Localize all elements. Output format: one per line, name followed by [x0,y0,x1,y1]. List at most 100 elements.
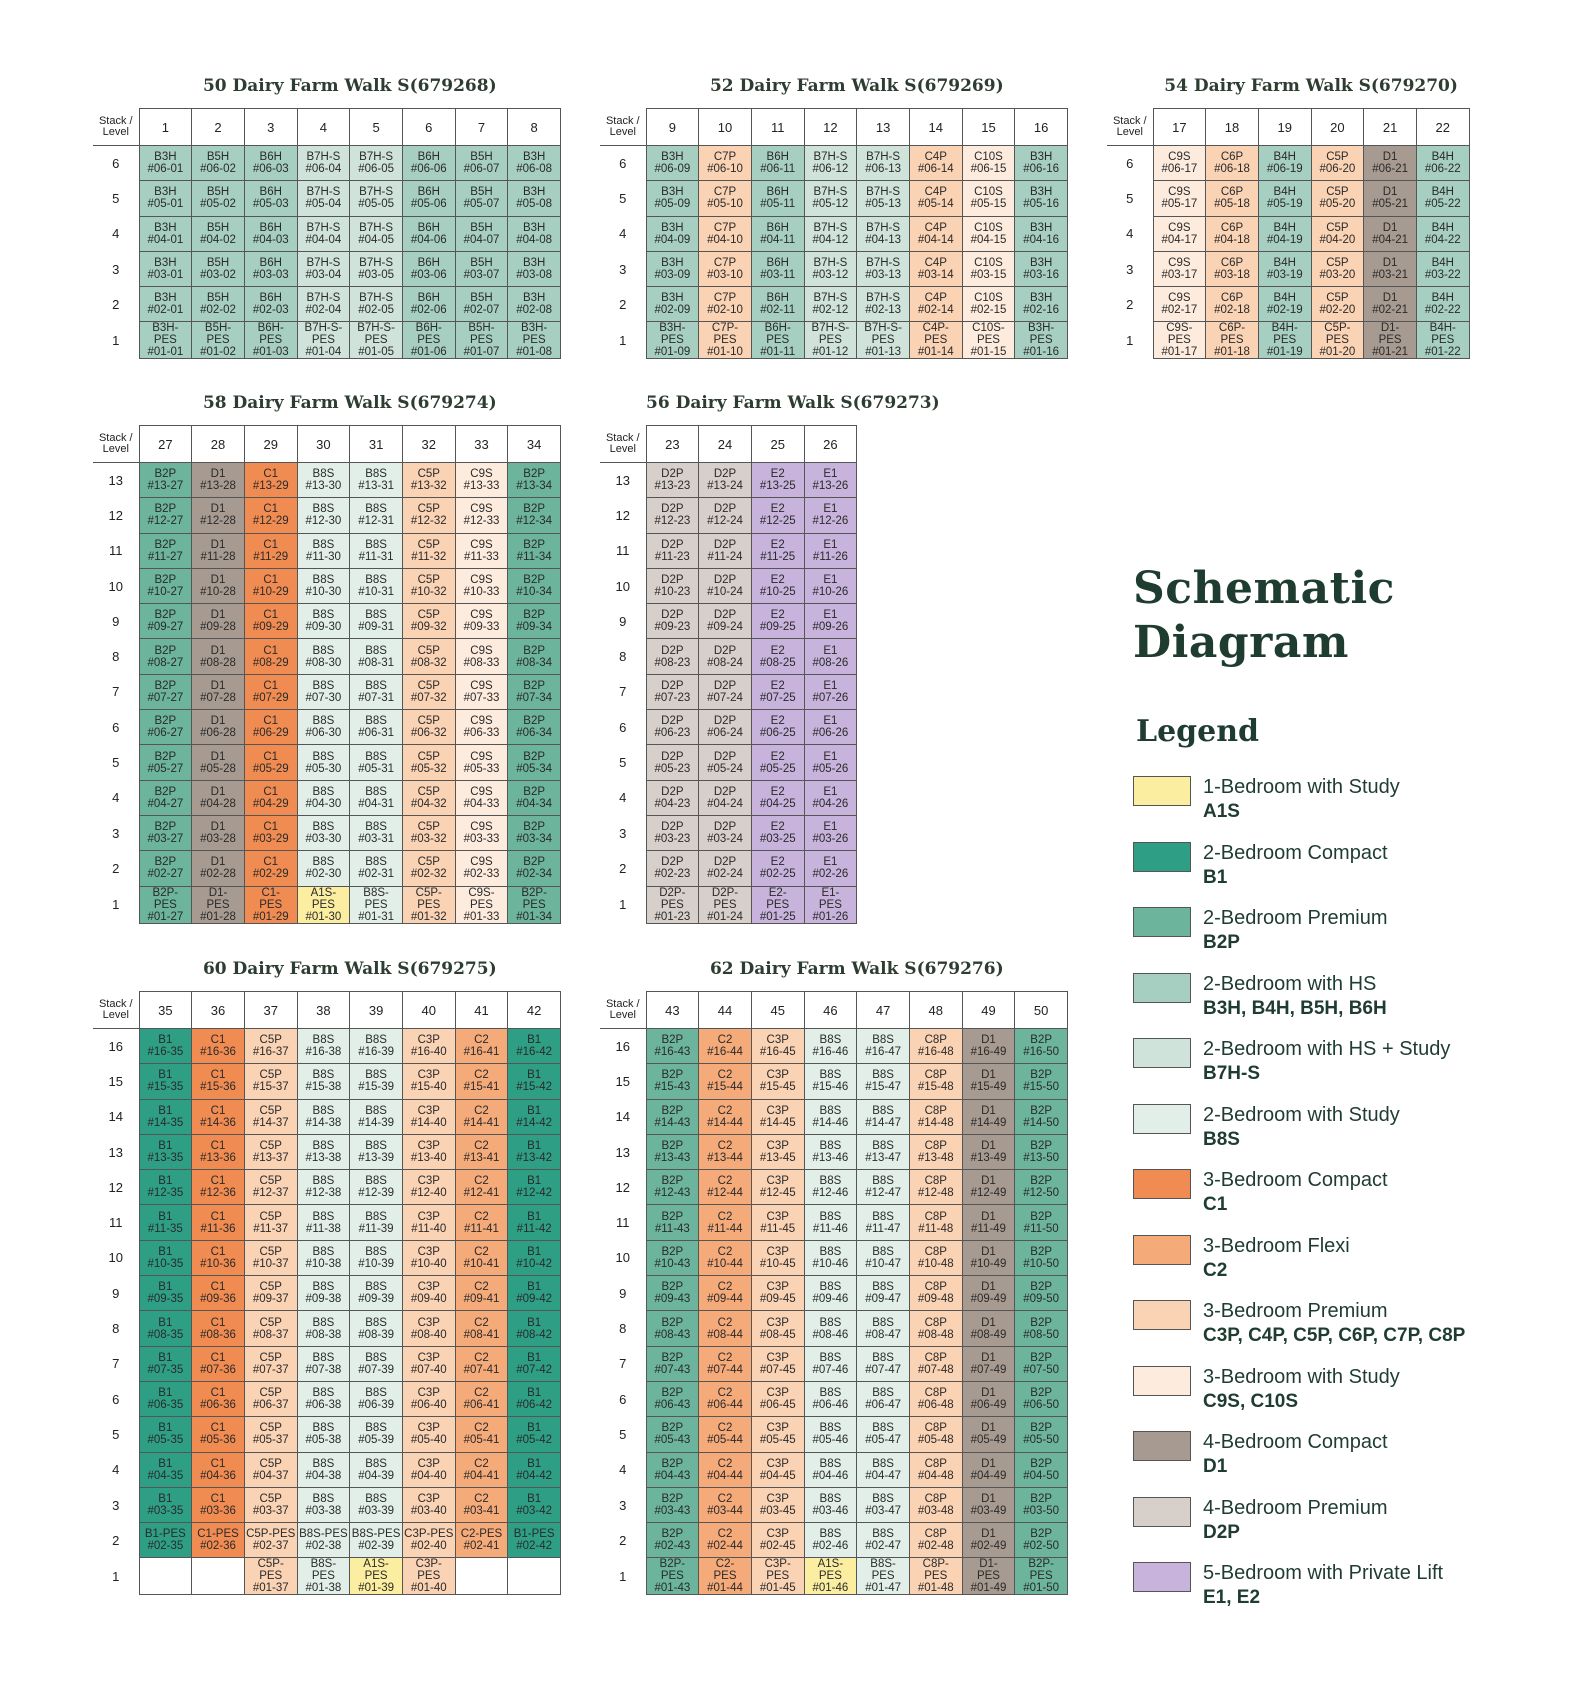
unit-cell[interactable]: C5P #14-37 [243,1098,298,1135]
unit-cell[interactable]: B2P #10-27 [138,567,193,605]
unit-cell[interactable]: B2P #09-34 [507,603,561,640]
unit-cell[interactable]: B2P #12-43 [645,1169,700,1206]
unit-cell[interactable]: C1-PES #02-36 [191,1522,245,1559]
unit-cell[interactable]: C1 #05-36 [191,1416,245,1453]
unit-cell[interactable]: D1- PES #01-28 [191,885,245,924]
unit-cell[interactable]: B6H #03-06 [401,250,456,288]
unit-cell[interactable]: B1 #11-35 [138,1204,193,1241]
unit-cell[interactable]: C2 #08-41 [454,1310,509,1347]
unit-cell[interactable]: C1 #15-36 [191,1063,245,1100]
unit-cell[interactable]: B2P #16-43 [645,1027,700,1065]
unit-cell[interactable]: B1 #15-42 [507,1063,561,1100]
unit-cell[interactable]: B2P #04-27 [138,779,193,816]
unit-cell[interactable]: C1 #11-29 [243,532,298,569]
unit-cell[interactable]: E1 #10-26 [803,567,858,605]
unit-cell[interactable]: D2P #11-23 [645,532,700,569]
unit-cell[interactable]: E2 #11-25 [750,532,805,569]
unit-cell[interactable]: B1 #13-35 [138,1133,193,1171]
unit-cell[interactable]: C2 #15-44 [698,1063,752,1100]
unit-cell[interactable]: B8S #13-39 [349,1133,403,1171]
unit-cell[interactable]: B8S #08-47 [856,1310,910,1347]
unit-cell[interactable]: B7H-S #05-05 [349,180,403,217]
unit-cell[interactable]: D1 #12-49 [961,1169,1016,1206]
unit-cell[interactable]: B3H #05-09 [645,180,700,217]
unit-cell[interactable]: D2P #11-24 [698,532,752,569]
unit-cell[interactable]: B8S #08-39 [349,1310,403,1347]
unit-cell[interactable]: B2P #04-34 [507,779,561,816]
unit-cell[interactable]: B2P #13-27 [138,461,193,499]
unit-cell[interactable]: B8S #13-47 [856,1133,910,1171]
unit-cell[interactable]: B5H #06-07 [454,144,509,182]
unit-cell[interactable]: C2 #03-41 [454,1486,509,1524]
unit-cell[interactable]: C9S #06-17 [1152,144,1207,182]
unit-cell[interactable]: B1 #15-35 [138,1063,193,1100]
unit-cell[interactable]: D1 #13-49 [961,1133,1016,1171]
unit-cell[interactable]: C5P #04-37 [243,1451,298,1488]
unit-cell[interactable]: D1 #04-28 [191,779,245,816]
unit-cell[interactable]: C3P-PES #02-40 [401,1522,456,1559]
unit-cell[interactable]: C5P #03-37 [243,1486,298,1524]
unit-cell[interactable]: B8S #09-47 [856,1275,910,1312]
unit-cell[interactable]: B3H #03-08 [507,250,561,288]
unit-cell[interactable]: C2 #10-44 [698,1239,752,1277]
unit-cell[interactable]: C1 #10-36 [191,1239,245,1277]
unit-cell[interactable]: D1 #09-49 [961,1275,1016,1312]
unit-cell[interactable]: B8S #16-38 [296,1027,351,1065]
unit-cell[interactable]: C3P #06-40 [401,1380,456,1418]
unit-cell[interactable]: B8S #03-46 [803,1486,858,1524]
unit-cell[interactable]: C4P #02-14 [908,286,963,323]
unit-cell[interactable]: C3P #11-45 [750,1204,805,1241]
unit-cell[interactable]: D2P #10-24 [698,567,752,605]
unit-cell[interactable]: B2P #06-50 [1014,1380,1068,1418]
unit-cell[interactable]: B6H #06-06 [401,144,456,182]
unit-cell[interactable]: B3H #03-09 [645,250,700,288]
unit-cell[interactable]: B7H-S #05-12 [803,180,858,217]
unit-cell[interactable]: B8S #02-30 [296,850,351,887]
unit-cell[interactable]: B8S-PES #02-39 [349,1522,403,1559]
unit-cell[interactable]: B3H #05-08 [507,180,561,217]
unit-cell[interactable]: B5H #03-02 [191,250,245,288]
unit-cell[interactable]: B7H-S #02-13 [856,286,910,323]
unit-cell[interactable]: B3H #04-16 [1014,215,1068,252]
unit-cell[interactable]: C7P #02-10 [698,286,752,323]
unit-cell[interactable]: C5P #04-32 [401,779,456,816]
unit-cell[interactable]: B8S #05-47 [856,1416,910,1453]
unit-cell[interactable]: B2P #15-43 [645,1063,700,1100]
unit-cell[interactable]: B8S- PES #01-38 [296,1557,351,1596]
unit-cell[interactable]: C1 #06-36 [191,1380,245,1418]
unit-cell[interactable]: C5P-PES #02-37 [243,1522,298,1559]
unit-cell[interactable]: C10S #05-15 [961,180,1016,217]
unit-cell[interactable]: B6H- PES #01-03 [243,321,298,360]
unit-cell[interactable]: C3P #10-45 [750,1239,805,1277]
unit-cell[interactable]: C4P #04-14 [908,215,963,252]
unit-cell[interactable]: C8P #15-48 [908,1063,963,1100]
unit-cell[interactable]: D1 #10-49 [961,1239,1016,1277]
unit-cell[interactable]: B8S #16-47 [856,1027,910,1065]
unit-cell[interactable]: B4H #05-19 [1257,180,1312,217]
unit-cell[interactable]: C5P #02-20 [1310,286,1365,323]
unit-cell[interactable]: E1 #04-26 [803,779,858,816]
unit-cell[interactable]: C3P #14-40 [401,1098,456,1135]
unit-cell[interactable]: C2 #07-44 [698,1345,752,1382]
unit-cell[interactable]: C2 #09-41 [454,1275,509,1312]
unit-cell[interactable]: C6P #05-18 [1205,180,1259,217]
unit-cell[interactable]: C2 #06-41 [454,1380,509,1418]
unit-cell[interactable]: D2P #13-24 [698,461,752,499]
unit-cell[interactable]: D1 #11-49 [961,1204,1016,1241]
unit-cell[interactable]: B2P #11-27 [138,532,193,569]
unit-cell[interactable]: B1 #03-42 [507,1486,561,1524]
unit-cell[interactable]: B6H #05-06 [401,180,456,217]
unit-cell[interactable]: B8S #09-31 [349,603,403,640]
unit-cell[interactable]: E1 #08-26 [803,638,858,675]
unit-cell[interactable]: C1 #12-29 [243,497,298,534]
unit-cell[interactable]: B1-PES #02-35 [138,1522,193,1559]
unit-cell[interactable]: C8P #12-48 [908,1169,963,1206]
unit-cell[interactable]: D2P #08-23 [645,638,700,675]
unit-cell[interactable]: C1 #02-29 [243,850,298,887]
unit-cell[interactable]: B5H- PES #01-07 [454,321,509,360]
unit-cell[interactable]: B2P #13-43 [645,1133,700,1171]
unit-cell[interactable]: D1- PES #01-49 [961,1557,1016,1596]
unit-cell[interactable]: B2P #10-34 [507,567,561,605]
unit-cell[interactable]: B8S #06-46 [803,1380,858,1418]
unit-cell[interactable]: C2 #09-44 [698,1275,752,1312]
